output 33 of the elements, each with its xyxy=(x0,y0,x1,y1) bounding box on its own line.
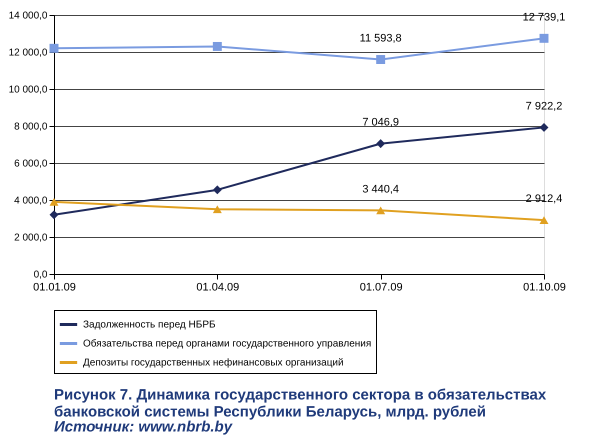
point xyxy=(376,206,386,214)
y-tick-label: 12 000,0 xyxy=(8,48,48,58)
y-tick-label: 2 000,0 xyxy=(14,232,48,244)
point xyxy=(212,185,222,194)
y-tick-label: 14 000,0 xyxy=(8,10,48,22)
point xyxy=(50,198,58,206)
x-tick-label: 01.04.09 xyxy=(196,282,240,294)
point xyxy=(540,122,548,132)
y-tick-label: 6 000,0 xyxy=(14,158,48,170)
x-tick-label: 01.10.09 xyxy=(523,282,566,294)
point xyxy=(376,139,386,148)
point xyxy=(540,34,548,43)
legend-label: Депозиты государственных нефинансовых организаций xyxy=(83,358,344,368)
x-tick-label: 01.07.09 xyxy=(360,282,403,294)
data-label: 3 440,4 xyxy=(362,183,400,196)
point xyxy=(540,216,548,224)
y-tick-label: 10 000,0 xyxy=(8,84,48,96)
point xyxy=(212,42,222,51)
point xyxy=(50,44,58,53)
text: Рисунок 7. Динамика государственного сектора в обязательствах банковской системы Республики Беларусь, млрд. рублей xyxy=(54,386,547,420)
y-tick-label: 0,0 xyxy=(34,270,48,280)
y-tick-label: 8 000,0 xyxy=(14,122,48,132)
data-label: 11 593,8 xyxy=(360,32,402,45)
text: Источник: www.nbrb.by xyxy=(54,418,233,436)
data-label: 7 046,9 xyxy=(362,116,400,129)
point xyxy=(376,55,386,64)
x-tick-label: 01.01.09 xyxy=(33,282,76,294)
point xyxy=(212,205,222,214)
y-tick-label: 4 000,0 xyxy=(14,196,48,206)
data-label: 7 922,2 xyxy=(526,100,562,112)
legend-label: Обязательства перед органами государственного управления xyxy=(83,338,372,350)
legend-label: Задолженность перед НБРБ xyxy=(83,320,216,330)
point xyxy=(50,210,58,220)
